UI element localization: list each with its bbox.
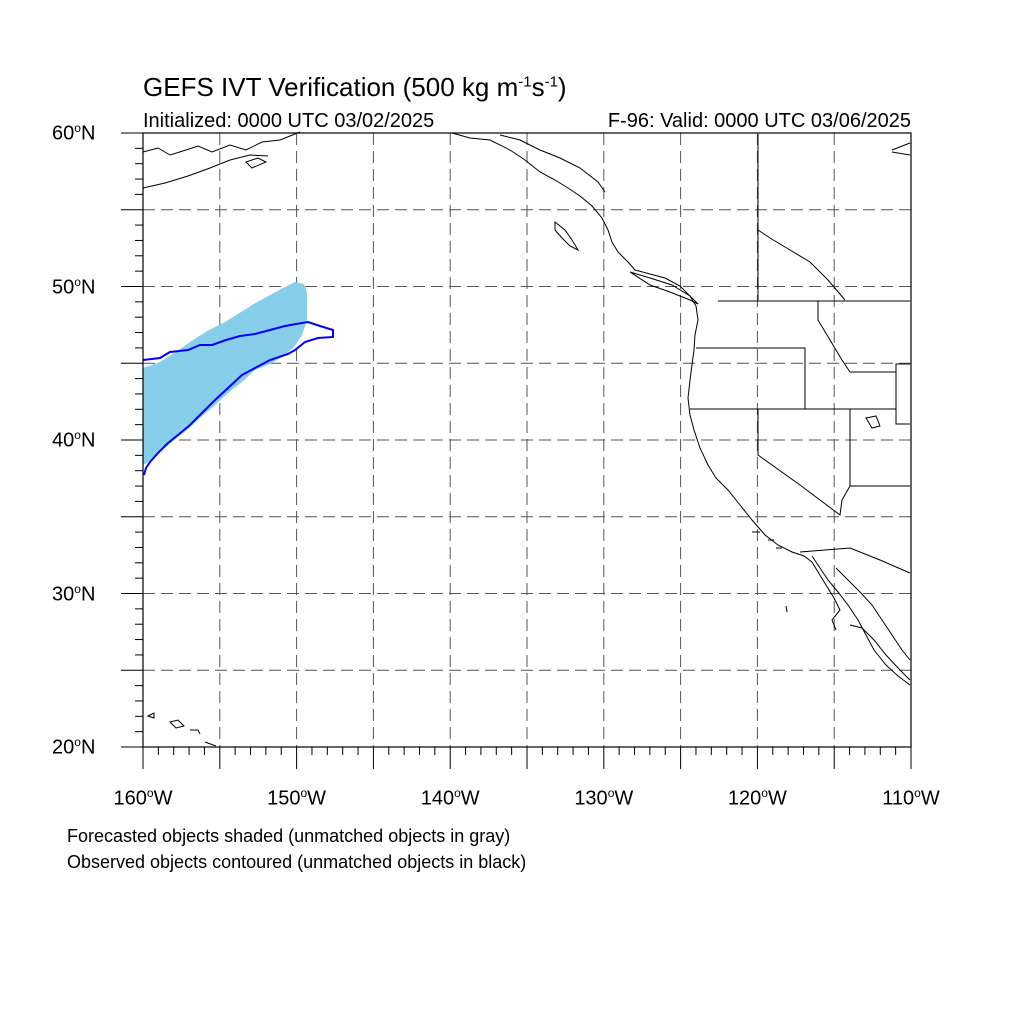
lon-label: 160oW	[113, 786, 173, 810]
plot-frame	[121, 132, 912, 769]
forecast-object-shaded	[143, 282, 307, 465]
lon-label: 130oW	[574, 786, 634, 810]
graticule	[143, 133, 911, 747]
lon-label: 120oW	[727, 786, 787, 810]
coastlines	[142, 131, 911, 747]
lat-label: 50oN	[52, 274, 96, 299]
legend-observed-note: Observed objects contoured (unmatched ob…	[67, 852, 527, 872]
initialized-time: Initialized: 0000 UTC 03/02/2025	[143, 110, 435, 132]
lat-label: 30oN	[52, 581, 96, 606]
lat-label: 40oN	[52, 428, 96, 452]
observed-object-contour	[142, 320, 334, 476]
lon-label: 150oW	[267, 786, 327, 810]
state-borders	[690, 134, 911, 574]
lon-label: 140oW	[420, 786, 480, 810]
lat-label: 60oN	[52, 121, 96, 145]
lat-label: 20oN	[52, 735, 96, 759]
map-title: GEFS IVT Verification (500 kg m-1s-1)	[143, 72, 567, 102]
legend-forecast-note: Forecasted objects shaded (unmatched obj…	[67, 826, 511, 846]
lon-label: 110oW	[882, 786, 940, 810]
valid-time: F-96: Valid: 0000 UTC 03/06/2025	[607, 110, 911, 132]
